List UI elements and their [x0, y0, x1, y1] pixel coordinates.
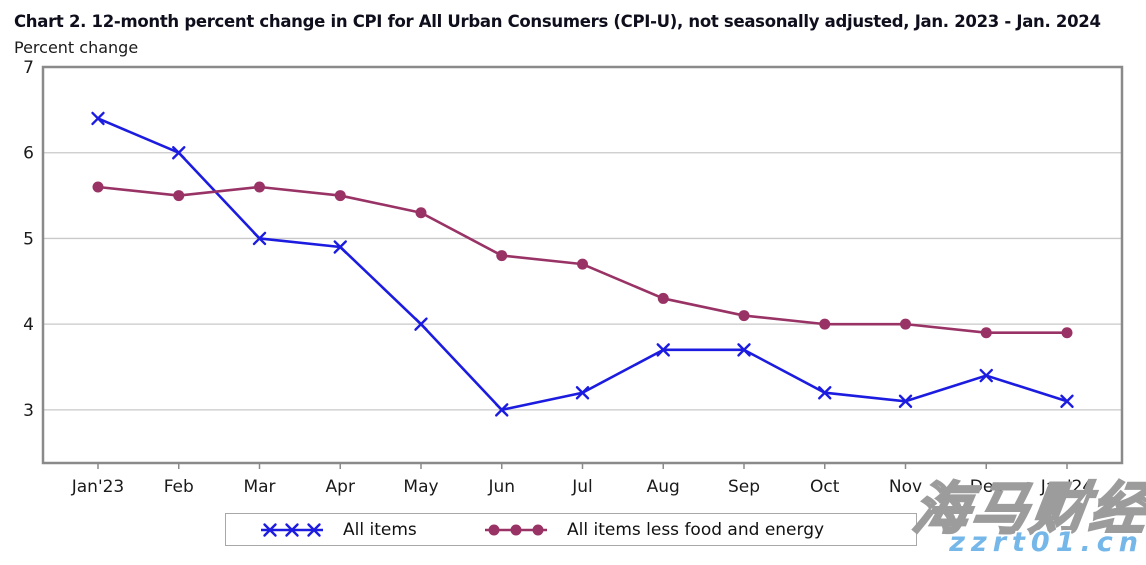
svg-text:5: 5	[23, 229, 34, 249]
legend-sample-all-items	[261, 522, 323, 537]
svg-text:Feb: Feb	[164, 477, 194, 497]
legend-item-core: All items less food and energy	[483, 514, 824, 545]
svg-text:Jan'24: Jan'24	[1040, 477, 1094, 497]
svg-text:Oct: Oct	[810, 477, 840, 497]
svg-text:6: 6	[23, 144, 34, 164]
svg-text:Sep: Sep	[728, 477, 760, 497]
svg-text:Aug: Aug	[647, 477, 680, 497]
svg-text:Apr: Apr	[326, 477, 355, 497]
svg-text:Jan'23: Jan'23	[71, 477, 125, 497]
svg-text:Mar: Mar	[243, 477, 275, 497]
svg-text:3: 3	[23, 401, 34, 421]
legend-label-all-items: All items	[343, 519, 417, 540]
svg-text:May: May	[403, 477, 438, 497]
legend-item-all-items: All items	[259, 514, 417, 545]
chart-legend: All items All items less food and energy	[225, 513, 917, 546]
svg-text:Jun: Jun	[487, 477, 515, 497]
svg-text:Dec: Dec	[970, 477, 1003, 497]
svg-text:7: 7	[23, 58, 34, 78]
chart-title: Chart 2. 12-month percent change in CPI …	[14, 12, 1101, 31]
y-axis-caption: Percent change	[14, 38, 139, 57]
svg-text:4: 4	[23, 315, 34, 335]
legend-label-core: All items less food and energy	[567, 519, 825, 540]
svg-text:Nov: Nov	[889, 477, 922, 497]
legend-sample-core	[485, 524, 547, 535]
svg-text:Jul: Jul	[571, 477, 593, 497]
